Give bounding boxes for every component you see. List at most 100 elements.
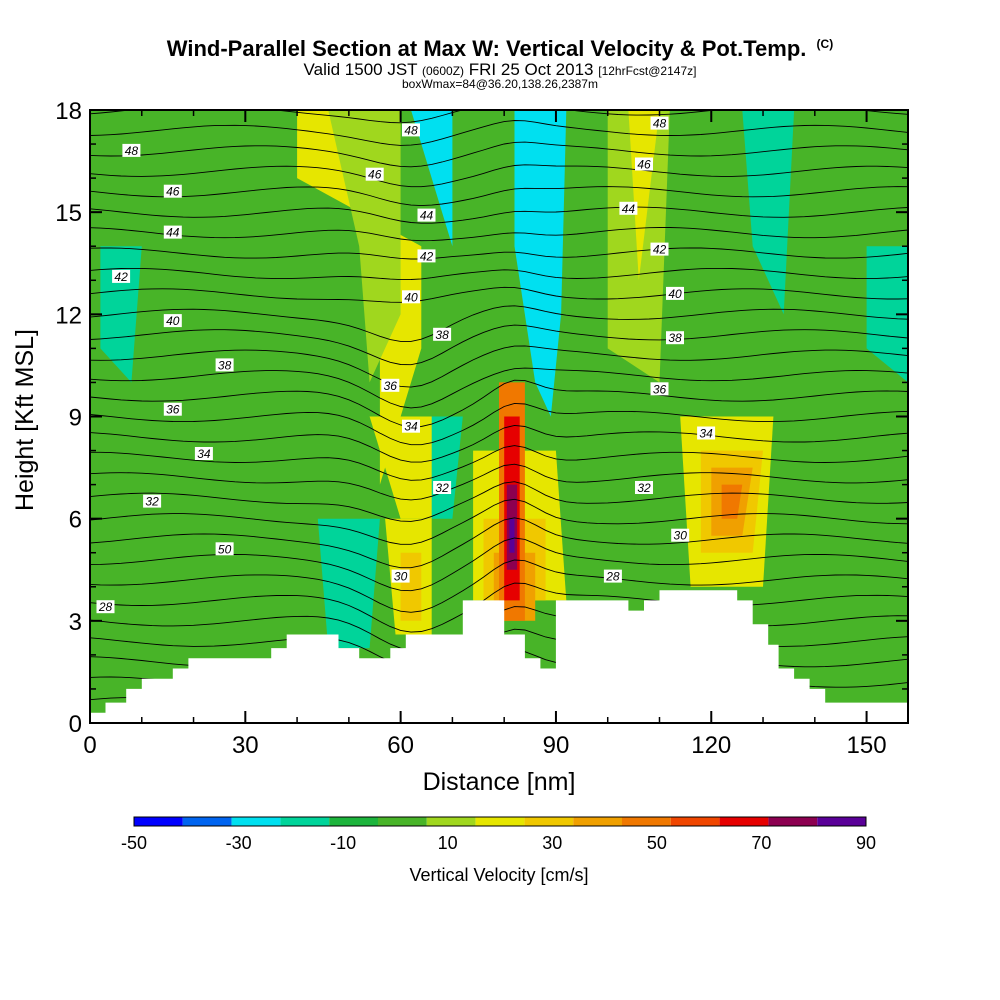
w-band-5 bbox=[514, 110, 567, 417]
contour-label: 44 bbox=[619, 201, 638, 216]
colorbar-swatch bbox=[768, 817, 818, 826]
contour-label-text: 40 bbox=[668, 287, 682, 301]
contour-label-bg bbox=[417, 249, 436, 263]
contour-label: 42 bbox=[112, 269, 131, 284]
theta-contour bbox=[90, 247, 908, 260]
contour-label-bg bbox=[391, 569, 410, 583]
contour-label-text: 38 bbox=[435, 328, 449, 342]
contour-label-text: 48 bbox=[653, 117, 667, 131]
theta-contour bbox=[90, 379, 908, 428]
contour-label-text: 32 bbox=[145, 495, 159, 509]
contour-label: 36 bbox=[381, 378, 400, 393]
contour-label: 36 bbox=[163, 402, 182, 417]
contour-label: 34 bbox=[402, 419, 420, 434]
contour-label-bg bbox=[433, 481, 452, 494]
contour-label-bg bbox=[381, 378, 400, 392]
contour-label-text: 30 bbox=[394, 570, 408, 584]
colorbar-tick-label: -10 bbox=[330, 833, 356, 853]
contour-label-text: 28 bbox=[605, 570, 620, 584]
contour-label-text: 40 bbox=[404, 290, 418, 304]
colorbar-tick-label: 10 bbox=[438, 833, 458, 853]
colorbar-frame bbox=[133, 816, 867, 827]
colorbar-tick-label: -30 bbox=[226, 833, 252, 853]
contour-label: 34 bbox=[194, 447, 213, 461]
contour-label: 30 bbox=[671, 528, 690, 543]
contour-label-text: 44 bbox=[622, 202, 636, 216]
contour-label: 42 bbox=[417, 249, 436, 263]
w-band-8 bbox=[317, 518, 380, 649]
colorbar-tick-label: -50 bbox=[121, 833, 147, 853]
contour-label-bg bbox=[402, 123, 420, 137]
colorbar: -50 -30 -10 10 30 50 70 90 bbox=[121, 816, 876, 853]
colorbar-swatch bbox=[719, 817, 769, 826]
contour-label: 48 bbox=[402, 123, 420, 137]
theta-contour bbox=[90, 267, 908, 281]
colorbar-swatch bbox=[134, 817, 183, 826]
contour-label-bg bbox=[163, 225, 182, 239]
contour-label: 40 bbox=[666, 286, 684, 301]
theta-contour bbox=[90, 424, 908, 463]
colorbar-swatch bbox=[329, 817, 378, 826]
contour-label-bg bbox=[635, 157, 653, 171]
contour-label-text: 42 bbox=[653, 243, 667, 257]
theta-contour bbox=[90, 445, 908, 481]
theta-contour bbox=[90, 582, 908, 633]
contour-label-text: 32 bbox=[637, 481, 651, 495]
contour-label: 30 bbox=[391, 569, 410, 584]
vertical-velocity-fill bbox=[100, 110, 908, 649]
contour-label: 38 bbox=[215, 358, 234, 372]
w-band-9 bbox=[742, 110, 795, 315]
contour-label-bg bbox=[650, 242, 669, 256]
contour-label: 48 bbox=[650, 116, 669, 131]
contour-label-bg bbox=[603, 569, 622, 583]
chart-title-text: Wind-Parallel Section at Max W: Vertical… bbox=[166, 36, 807, 61]
y-tick-label: 3 bbox=[69, 609, 82, 636]
theta-contour bbox=[90, 286, 908, 303]
colorbar-swatch bbox=[280, 817, 330, 826]
contour-label-text: 38 bbox=[668, 331, 682, 345]
contour-label: 32 bbox=[433, 481, 452, 495]
y-axis-title: Height [Kft MSL] bbox=[11, 329, 39, 511]
contour-label-bg bbox=[666, 286, 684, 300]
y-tick-label: 9 bbox=[69, 405, 82, 432]
contour-label-bg bbox=[402, 290, 420, 304]
theta-contour bbox=[90, 498, 908, 545]
colorbar-swatch bbox=[475, 817, 525, 826]
colorbar-tick-label: 50 bbox=[647, 833, 667, 853]
theta-contour bbox=[90, 463, 908, 501]
copyright-mark: (C) bbox=[816, 36, 834, 51]
w-band-11 bbox=[100, 246, 142, 383]
contour-label: 28 bbox=[96, 600, 115, 614]
contour-label-text: 48 bbox=[404, 123, 418, 137]
contour-label-bg bbox=[671, 528, 690, 542]
contour-label-bg bbox=[666, 331, 684, 345]
contour-label: 46 bbox=[365, 167, 384, 182]
contour-label-bg bbox=[194, 447, 213, 460]
colorbar-tick-label: 90 bbox=[856, 833, 876, 853]
subtitle-valid: Valid 1500 JST bbox=[303, 60, 418, 79]
y-tick-label: 6 bbox=[69, 507, 82, 534]
subtitle-date: FRI 25 Oct 2013 bbox=[468, 60, 594, 79]
contour-label-text: 46 bbox=[637, 158, 651, 172]
contour-label-text: 42 bbox=[420, 249, 434, 263]
y-tick-label: 15 bbox=[55, 200, 82, 227]
theta-contour bbox=[90, 345, 908, 388]
contour-label: 38 bbox=[433, 327, 452, 342]
x-tick-label: 0 bbox=[83, 732, 96, 759]
y-tick-label: 0 bbox=[69, 711, 82, 738]
theta-contour bbox=[90, 206, 908, 224]
w-band-10 bbox=[866, 246, 908, 383]
contour-label-text: 34 bbox=[404, 420, 418, 434]
contour-label: 44 bbox=[417, 208, 436, 223]
y-tick-label: 18 bbox=[55, 98, 82, 125]
contour-label: 42 bbox=[650, 242, 669, 257]
contour-label-bg bbox=[650, 382, 669, 396]
contour-label-bg bbox=[417, 208, 436, 222]
contour-label-text: 32 bbox=[435, 481, 449, 495]
contour-label-text: 46 bbox=[368, 168, 382, 182]
terrain-mask bbox=[90, 590, 908, 723]
theta-contour bbox=[90, 305, 908, 342]
theta-contour bbox=[90, 164, 908, 188]
x-tick-label: 150 bbox=[847, 732, 887, 759]
contour-label: 50 bbox=[215, 542, 234, 556]
